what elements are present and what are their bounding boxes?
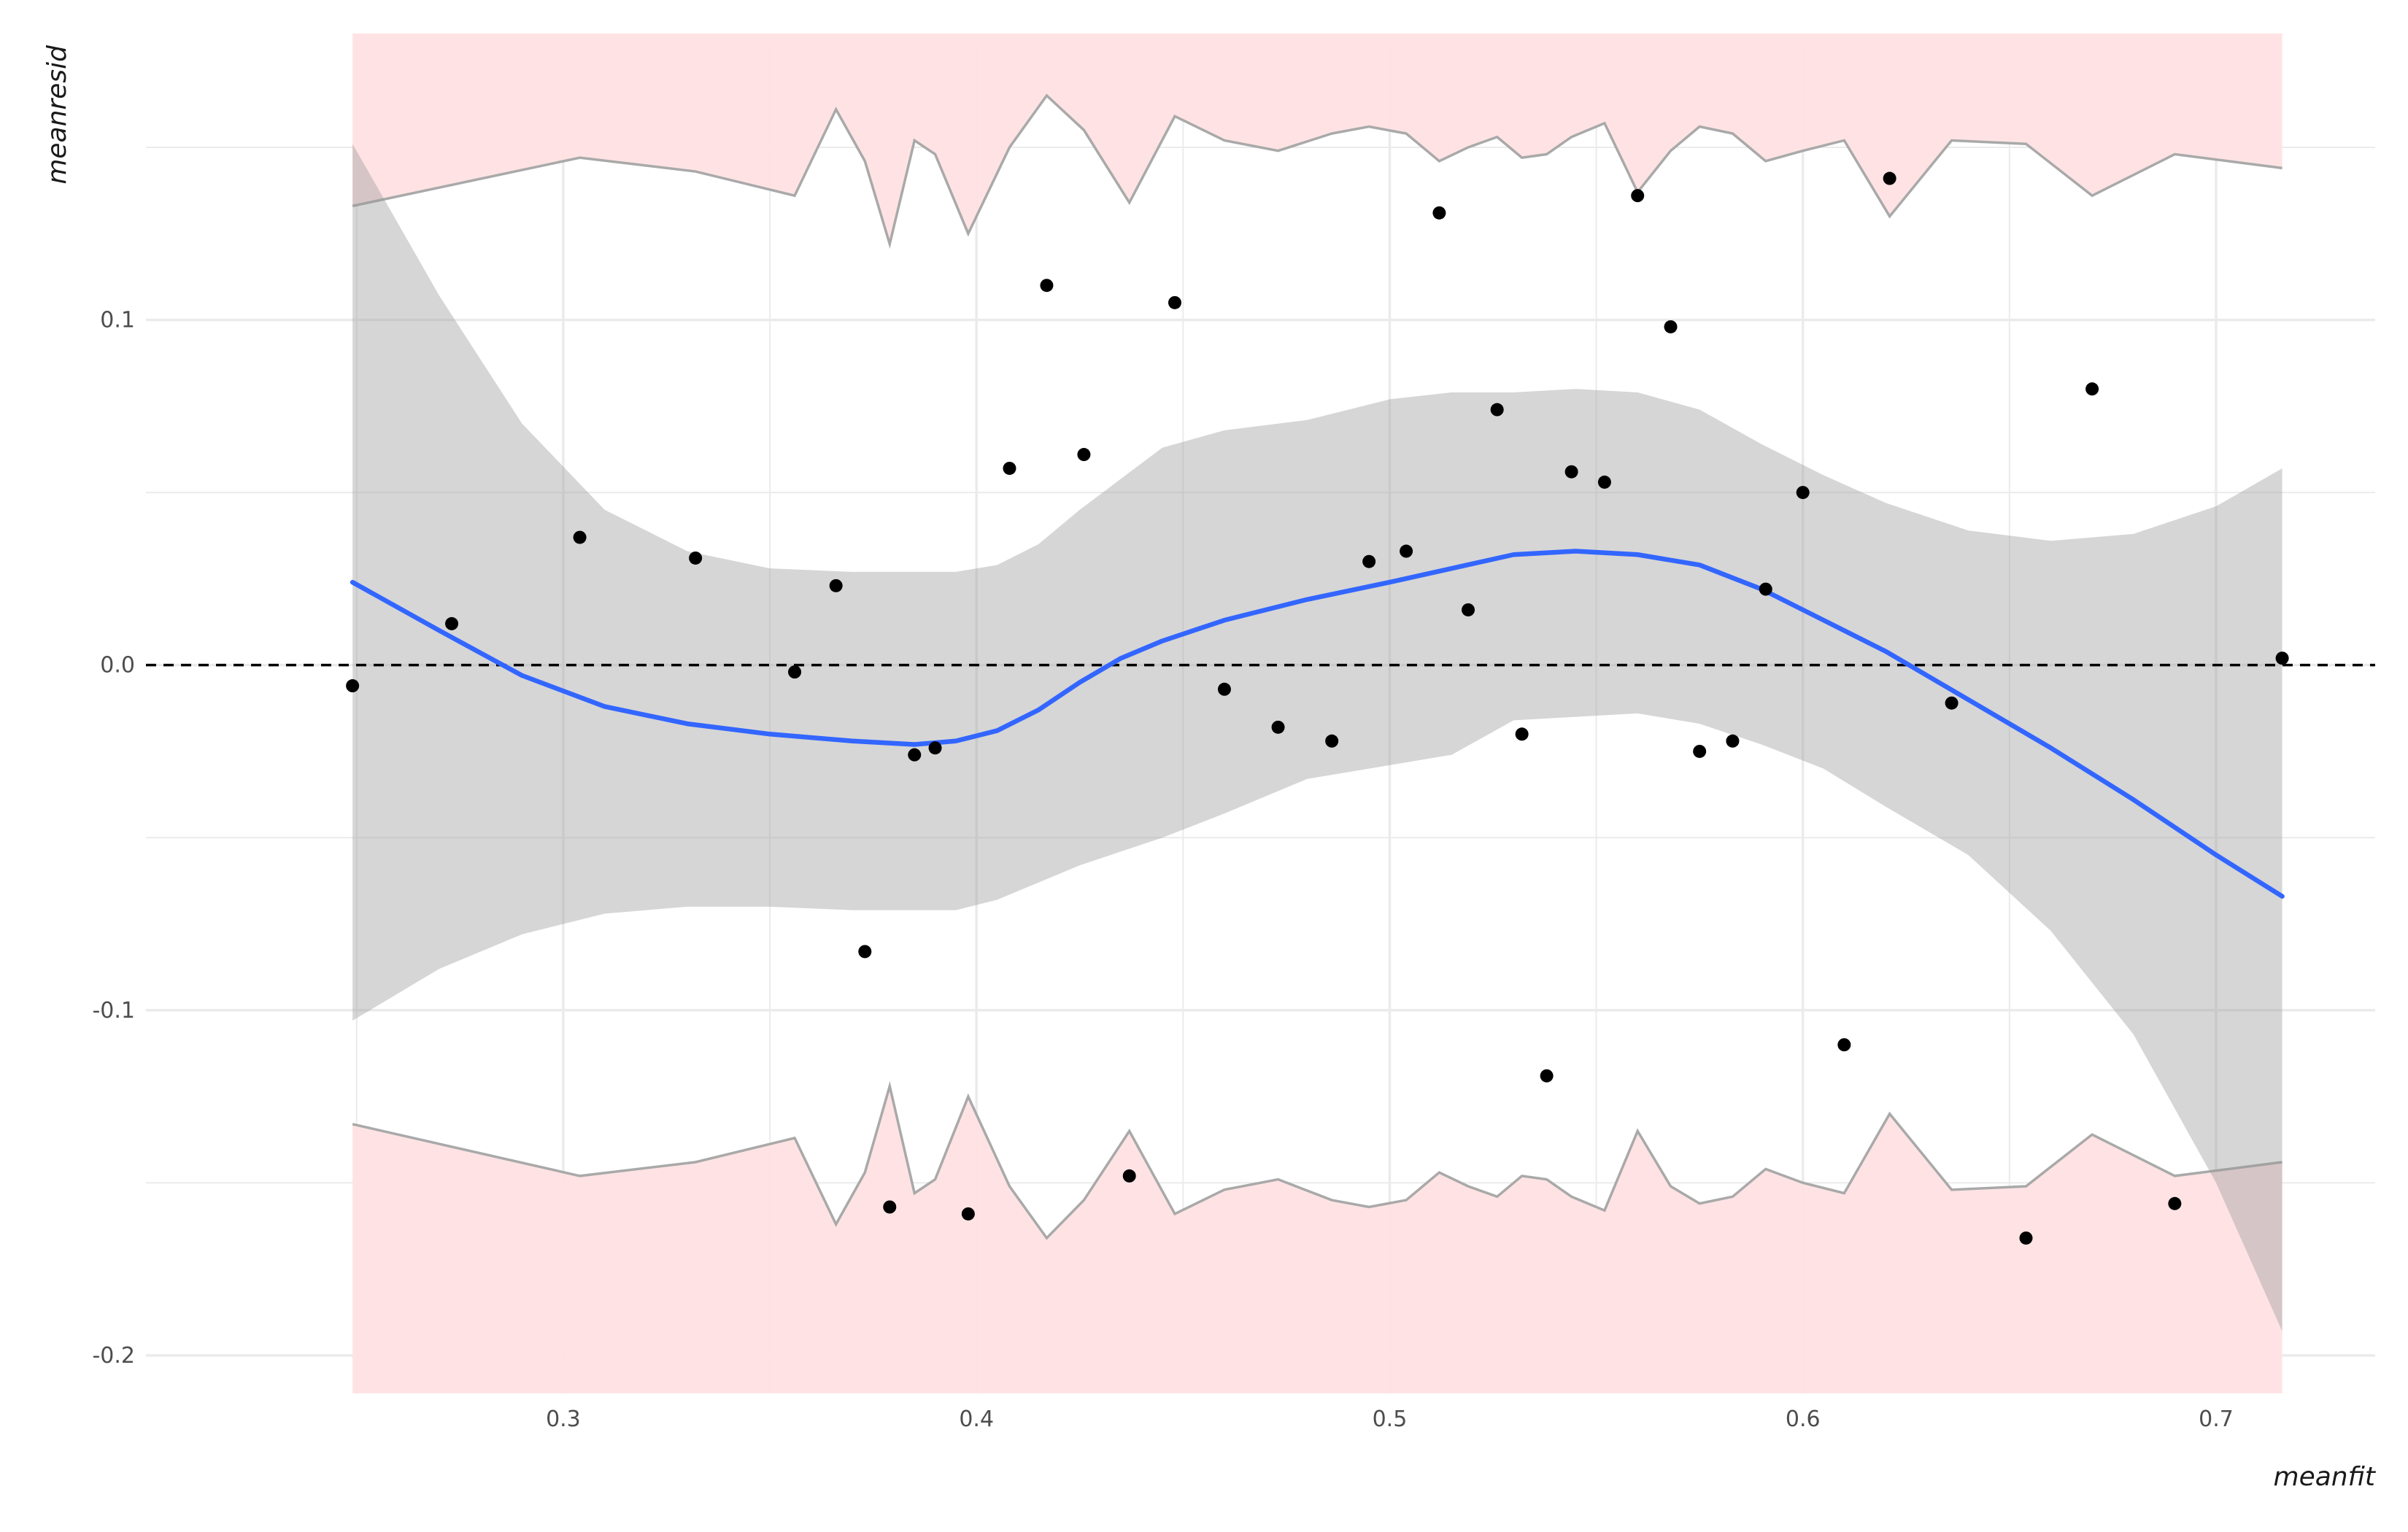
envelope-upper-fill [352,33,2282,244]
data-point [1837,1038,1851,1052]
data-point [1664,320,1678,333]
data-point [1796,486,1810,500]
data-point [1945,696,1959,710]
data-point [1515,727,1529,741]
data-point [1759,582,1772,596]
x-tick-label: 0.3 [546,1407,581,1432]
x-tick-label: 0.6 [1786,1407,1821,1432]
y-tick-label: -0.1 [92,998,135,1024]
data-point [1462,603,1475,616]
data-point [689,551,703,565]
data-point [1490,403,1504,417]
x-tick-label: 0.5 [1373,1407,1408,1432]
data-point [1631,189,1645,203]
data-point [1693,744,1707,758]
x-axis-title: meanfit [2274,1462,2377,1492]
y-axis-tick-labels: -0.2 -0.1 0.0 0.1 [92,308,135,1369]
y-tick-label: 0.1 [100,308,135,333]
confidence-band-area [352,144,2282,1331]
data-point [445,616,459,630]
data-point [829,579,843,592]
data-point [1400,544,1413,558]
x-tick-label: 0.7 [2199,1407,2234,1432]
y-tick-label: 0.0 [100,653,135,678]
data-point [788,665,802,679]
data-points [346,171,2289,1245]
envelope-upper-line [352,93,2282,249]
data-point [961,1207,975,1220]
data-point [1564,465,1578,479]
data-point [928,741,942,755]
data-point [1597,475,1611,489]
data-point [2275,651,2289,665]
data-point [2019,1231,2033,1245]
data-point [1168,295,1181,309]
confidence-band [352,144,2282,1331]
data-point [1362,554,1376,568]
data-point [573,530,587,544]
data-point [1883,171,1896,185]
data-point [1122,1169,1136,1183]
data-point [346,679,360,693]
envelope-lower-fill [352,1086,2282,1393]
data-point [1726,734,1740,748]
data-point [2168,1196,2182,1210]
data-point [1040,279,1054,293]
data-point [858,945,872,959]
envelope-lower-line [352,1080,2282,1240]
data-point [1540,1069,1554,1083]
data-point [883,1200,897,1214]
y-tick-label: -0.2 [92,1343,135,1369]
data-point [2085,382,2099,396]
data-point [1325,734,1339,748]
data-point [908,748,922,762]
smooth-curve [350,549,2285,899]
data-point [1077,448,1091,462]
x-axis-tick-labels: 0.3 0.4 0.5 0.6 0.7 [546,1407,2234,1432]
data-point [1271,720,1285,734]
simulation-envelope [352,33,2282,1393]
data-point [1217,682,1231,696]
data-point [1003,461,1016,475]
y-axis-title: meanresid [42,45,72,185]
x-tick-label: 0.4 [959,1407,994,1432]
data-point [1432,206,1446,220]
smooth-line [350,549,2285,899]
